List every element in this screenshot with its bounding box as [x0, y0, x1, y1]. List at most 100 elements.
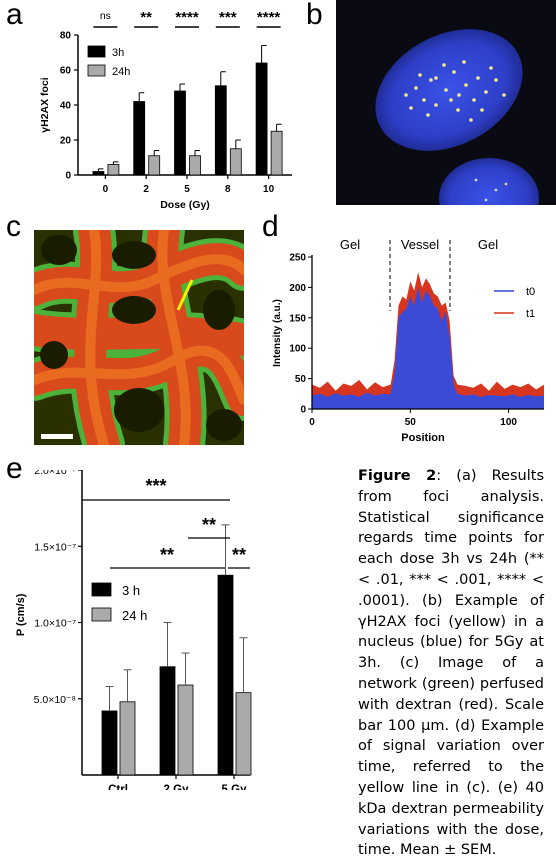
panel-d-chart: 0 50 100 150 200 250 0 50 100 Intensity (a.u.) Pos…: [272, 237, 544, 444]
focus-dot: [422, 98, 426, 102]
a-bar-3h: [133, 101, 146, 176]
d-xlabel: Position: [401, 432, 445, 444]
d-ytick-label: 0: [300, 405, 306, 416]
d-ytick-label: 200: [289, 283, 306, 294]
focus-dot: [442, 63, 446, 67]
a-sig-label: ***: [219, 9, 237, 26]
d-ytick-label: 50: [295, 374, 307, 385]
panel-letter-a: a: [6, 0, 23, 31]
a-xtick-label: 2: [143, 184, 149, 195]
e-ytick-label: 5.0×10⁻⁸: [34, 694, 76, 706]
d-ytick-label: 250: [289, 253, 306, 264]
e-sig-label: **: [160, 545, 174, 565]
d-xtick-label: 100: [500, 417, 517, 428]
e-ytick-label: 1.5×10⁻⁷: [34, 541, 76, 553]
focus-dot: [489, 66, 493, 70]
e-bar-3h: [101, 710, 118, 776]
focus-dot: [434, 76, 438, 80]
caption-text: : (a) Results from foci analysis. Statis…: [358, 468, 544, 859]
a-sig-label: ****: [257, 9, 281, 26]
focus-dot: [484, 90, 488, 94]
panel-e-chart: 2.0×10⁻⁷ 1.5×10⁻⁷ 1.0×10⁻⁷ 5.0×10⁻⁸ P (cm/s)…: [15, 470, 252, 790]
focus-dot: [504, 182, 508, 186]
panel-b-nucleus-image: [336, 0, 556, 205]
focus-dot: [484, 198, 488, 202]
a-xtick-label: 0: [103, 184, 109, 195]
focus-dot: [426, 113, 430, 117]
focus-dot: [464, 83, 468, 87]
a-xtick-label: 8: [225, 184, 231, 195]
focus-dot: [444, 88, 448, 92]
focus-dot: [409, 106, 413, 110]
focus-dot: [429, 78, 433, 82]
e-bar-24h: [177, 684, 194, 776]
a-ylabel: γH2AX foci: [39, 77, 51, 133]
focus-dot: [494, 78, 498, 82]
d-ylabel: Intensity (a.u.): [272, 299, 283, 367]
a-xtick-label: 10: [263, 184, 275, 195]
a-legend-swatch: [87, 64, 106, 77]
d-region-label: Gel: [478, 237, 498, 252]
e-xtick-label: 2 Gy: [164, 784, 190, 790]
a-bar-24h: [189, 155, 201, 176]
panel-c-network-image: [34, 230, 244, 445]
a-bar-24h: [107, 164, 120, 176]
scale-bar: [41, 434, 73, 439]
a-ytick-label: 60: [60, 66, 72, 77]
d-xtick-label: 0: [309, 417, 315, 428]
e-ytick-label: 1.0×10⁻⁷: [34, 618, 76, 630]
focus-dot: [449, 98, 453, 102]
panel-a-chart: 0 20 40 60 80 γH2AX foci 0 ns 2 ** 5 **** 8 *** 10 ****…: [39, 9, 292, 210]
focus-dot: [457, 93, 461, 97]
e-legend-label: 3 h: [122, 583, 140, 598]
focus-dot: [414, 86, 418, 90]
a-bar-24h: [229, 148, 242, 176]
a-xlabel: Dose (Gy): [160, 199, 210, 210]
a-bar-24h: [148, 155, 161, 176]
yellow-profile-line: [176, 279, 194, 311]
focus-dot: [474, 178, 478, 182]
nucleus-1: [375, 29, 523, 151]
a-xtick-label: 5: [184, 184, 190, 195]
a-sig-label: ns: [100, 10, 111, 22]
a-bar-24h: [270, 130, 283, 176]
focus-dot: [434, 103, 438, 107]
a-ytick-label: 80: [60, 31, 72, 42]
d-ytick-label: 150: [289, 313, 306, 324]
focus-dot: [502, 93, 506, 97]
d-xtick-label: 50: [405, 417, 417, 428]
a-bar-3h: [214, 85, 227, 176]
a-legend-label: 3h: [112, 47, 124, 59]
figure-caption: Figure 2: (a) Results from foci analysis…: [358, 466, 544, 861]
e-ylabel: P (cm/s): [15, 593, 27, 636]
focus-dot: [456, 108, 460, 112]
focus-dot: [469, 118, 473, 122]
d-legend-label: t1: [526, 308, 535, 320]
a-ytick-label: 40: [60, 101, 72, 112]
a-ytick-label: 20: [60, 136, 72, 147]
a-sig-label: **: [140, 9, 152, 26]
e-bar-24h: [119, 701, 136, 776]
e-xtick-label: 5 Gy: [222, 784, 248, 790]
e-sig-label: **: [232, 545, 246, 565]
focus-dot: [452, 70, 456, 74]
focus-dot: [404, 93, 408, 97]
a-bar-3h: [255, 62, 268, 176]
d-region-label: Vessel: [401, 237, 439, 252]
caption-label: Figure 2: [358, 468, 437, 484]
panel-letter-b: b: [306, 0, 323, 31]
e-xtick-label: Ctrl: [108, 784, 128, 790]
a-legend-label: 24h: [112, 66, 130, 78]
e-bar-3h: [217, 574, 234, 776]
e-bar-24h: [235, 692, 252, 776]
panel-letter-c: c: [6, 210, 21, 243]
focus-dot: [494, 188, 498, 192]
a-legend-swatch: [87, 45, 106, 58]
d-legend-label: t0: [526, 286, 535, 298]
e-bar-3h: [159, 666, 176, 776]
e-sig-label: ***: [145, 476, 166, 496]
focus-dot: [480, 108, 484, 112]
e-legend-label: 24 h: [122, 608, 147, 623]
nucleus-2: [439, 158, 539, 205]
focus-dot: [476, 76, 480, 80]
